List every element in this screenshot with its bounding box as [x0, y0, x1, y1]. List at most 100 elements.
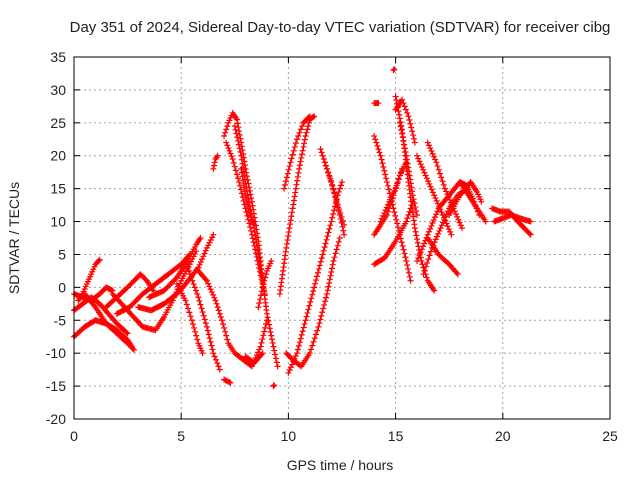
data-point	[337, 209, 344, 216]
y-tick-label: -5	[54, 312, 67, 328]
data-point	[413, 232, 420, 239]
series-track-24	[281, 113, 313, 192]
data-point	[438, 174, 445, 181]
data-point	[371, 132, 378, 139]
data-point	[318, 312, 325, 319]
data-point	[404, 160, 411, 167]
data-point	[207, 286, 214, 293]
data-point	[247, 224, 254, 231]
data-point	[268, 332, 275, 339]
y-tick-label: 20	[50, 148, 66, 164]
data-point	[184, 264, 191, 271]
x-tick-label: 10	[281, 428, 297, 444]
data-point	[215, 307, 222, 314]
data-point	[413, 208, 420, 215]
data-point	[237, 182, 244, 189]
data-point	[331, 190, 338, 197]
data-point	[426, 252, 433, 259]
series-track-19	[242, 350, 266, 367]
series-track-23	[276, 113, 318, 297]
data-point	[399, 96, 406, 103]
data-point	[201, 316, 208, 323]
data-point	[254, 243, 261, 250]
series-track-32	[371, 198, 416, 268]
data-point	[199, 256, 206, 263]
data-point	[286, 163, 293, 170]
y-tick-label: 5	[58, 246, 66, 262]
series-track-26	[285, 179, 345, 376]
data-point	[407, 180, 414, 187]
data-point	[373, 139, 380, 146]
data-point	[312, 280, 319, 287]
data-point	[305, 306, 312, 313]
data-point	[263, 321, 270, 328]
y-tick-label: -20	[46, 411, 66, 427]
data-points	[71, 66, 534, 390]
data-point	[202, 247, 209, 254]
data-point	[439, 178, 446, 185]
data-point	[224, 142, 231, 149]
data-point	[245, 204, 252, 211]
data-point	[251, 221, 258, 228]
data-point	[320, 156, 327, 163]
data-point	[214, 304, 221, 311]
data-point	[340, 227, 347, 234]
data-point	[420, 271, 427, 278]
data-point	[443, 188, 450, 195]
data-point	[411, 225, 418, 232]
data-point	[297, 126, 304, 133]
data-point	[330, 186, 337, 193]
data-point	[402, 149, 409, 156]
data-point	[296, 162, 303, 169]
data-point	[231, 123, 238, 130]
data-point	[224, 336, 231, 343]
data-point	[269, 339, 276, 346]
data-point	[396, 119, 403, 126]
series-track-12	[184, 264, 223, 373]
data-point	[404, 261, 411, 268]
data-point	[301, 140, 308, 147]
series-track-06	[103, 271, 157, 311]
data-point	[305, 123, 312, 130]
data-point	[385, 186, 392, 193]
data-point	[286, 225, 293, 232]
data-point	[129, 345, 136, 352]
data-point	[447, 228, 454, 235]
data-point	[333, 246, 340, 253]
data-point	[411, 139, 418, 146]
data-point	[341, 231, 348, 238]
data-point	[305, 119, 312, 126]
data-point	[309, 342, 316, 349]
series-track-22	[270, 382, 278, 390]
series-track-14	[210, 152, 221, 172]
data-point	[405, 164, 412, 171]
series-track-29	[371, 100, 382, 107]
data-point	[216, 310, 223, 317]
data-point	[401, 103, 408, 110]
data-point	[319, 251, 326, 258]
series-track-44	[456, 179, 489, 225]
data-point	[441, 185, 448, 192]
data-point	[325, 283, 332, 290]
data-point	[282, 178, 289, 185]
data-point	[419, 261, 426, 268]
y-tick-label: 10	[50, 214, 66, 230]
data-point	[211, 162, 218, 169]
data-point	[197, 235, 204, 241]
data-point	[431, 192, 438, 199]
data-point	[95, 257, 102, 264]
data-point	[220, 321, 227, 328]
data-point	[322, 162, 329, 169]
data-point	[319, 309, 326, 316]
data-point	[221, 324, 228, 331]
data-point	[396, 172, 403, 179]
data-point	[383, 175, 390, 182]
data-point	[324, 233, 331, 240]
data-point	[255, 349, 262, 356]
data-point	[334, 242, 341, 249]
data-point	[444, 191, 451, 198]
data-point	[296, 165, 303, 172]
data-point	[291, 143, 298, 150]
data-point	[428, 186, 435, 193]
data-point	[391, 66, 398, 73]
